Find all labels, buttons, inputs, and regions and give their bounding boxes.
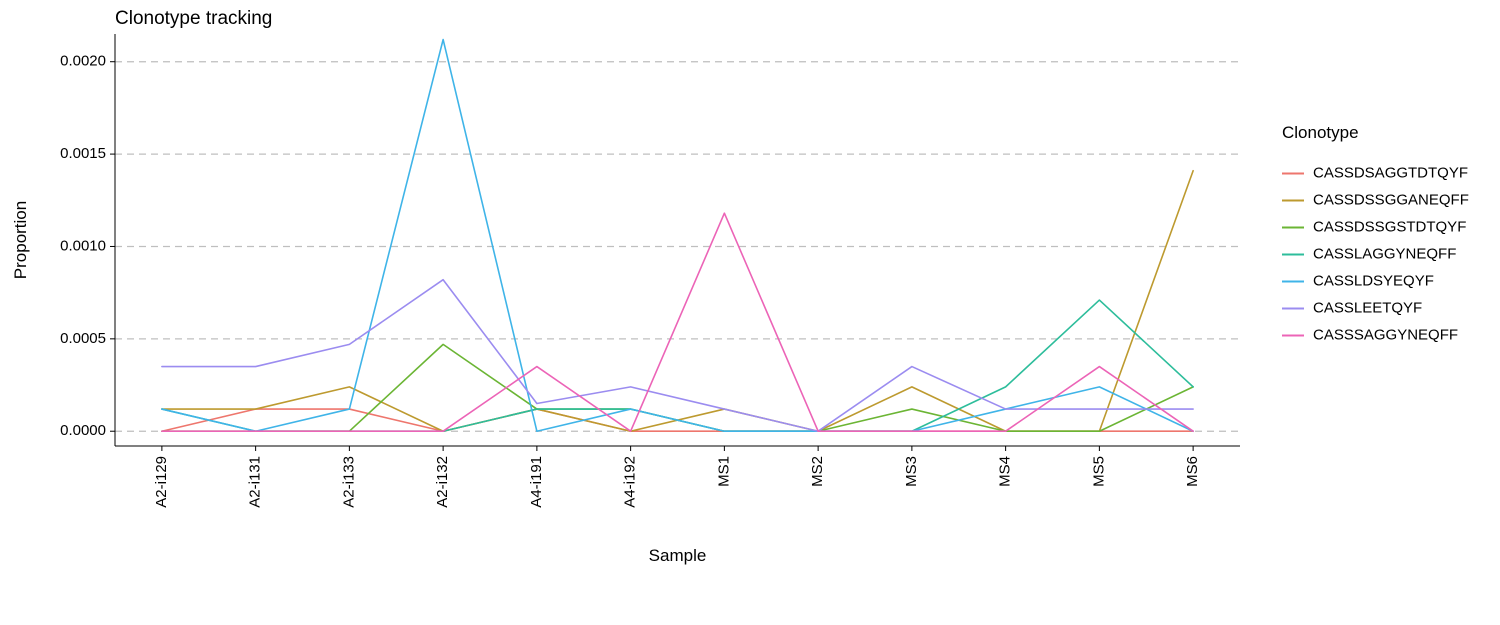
y-tick-label: 0.0020 [60,53,106,70]
x-tick-label: A2-i133 [340,456,357,508]
x-tick-label: A2-i131 [247,456,264,508]
series-line [162,300,1193,431]
x-tick-label: A2-i132 [434,456,451,508]
y-tick-label: 0.0010 [60,237,106,254]
legend-label: CASSSAGGYNEQFF [1313,326,1458,343]
chart-title: Clonotype tracking [115,8,272,29]
series-line [162,40,1193,432]
legend-label: CASSDSSGGANEQFF [1313,191,1469,208]
x-axis-title: Sample [649,546,707,565]
legend-label: CASSDSAGGTDTQYF [1313,164,1468,181]
series-line [162,171,1193,432]
y-tick-label: 0.0000 [60,422,106,439]
legend-title: Clonotype [1282,123,1359,142]
y-tick-label: 0.0015 [60,145,106,162]
x-tick-label: MS6 [1184,456,1201,487]
chart-svg: 0.0000 0.0005 0.0010 0.0015 0.0020 A2-i129 A2-… [0,0,1500,625]
clonotype-tracking-chart: 0.0000 0.0005 0.0010 0.0015 0.0020 A2-i129 A2-… [0,0,1500,625]
x-tick-label: A4-i192 [622,456,639,508]
x-tick-label: MS1 [715,456,732,487]
legend-label: CASSDSSGSTDTQYF [1313,218,1466,235]
legend-label: CASSLAGGYNEQFF [1313,245,1456,262]
x-tick-label: MS3 [903,456,920,487]
y-tick-label: 0.0005 [60,330,106,347]
x-tick-label: A2-i129 [153,456,170,508]
x-tick-label: MS5 [1090,456,1107,487]
y-axis-title: Proportion [11,201,30,279]
x-tick-label: A4-i191 [528,456,545,508]
legend-label: CASSLDSYEQYF [1313,272,1434,289]
x-tick-label: MS4 [997,456,1014,487]
x-tick-label: MS2 [809,456,826,487]
legend-label: CASSLEETQYF [1313,299,1422,316]
